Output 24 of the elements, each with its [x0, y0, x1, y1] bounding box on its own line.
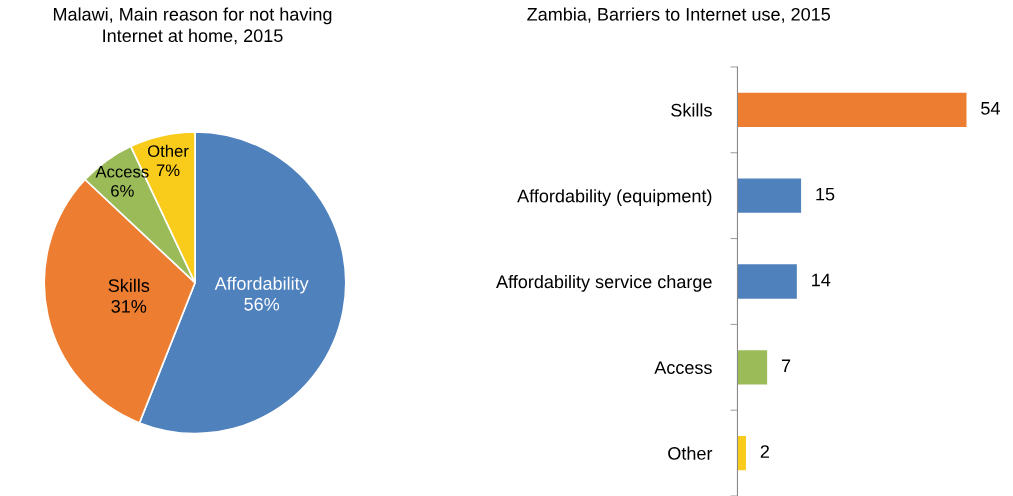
- data-label: 54: [981, 102, 1000, 115]
- y-tick-label: Access: [654, 361, 712, 375]
- bar: [737, 92, 967, 128]
- chart-title: Malawi, Main reason for not having Internet at home, 2015: [53, 7, 332, 45]
- data-label: 14: [812, 273, 831, 287]
- data-label: 15: [816, 187, 835, 201]
- slice-label: Other: [147, 144, 189, 157]
- y-tick-label: Affordability service charge: [496, 274, 712, 292]
- y-tick-label: Skills: [671, 103, 712, 117]
- data-label: 31%: [111, 299, 147, 313]
- bar: [737, 350, 768, 385]
- bar: [737, 435, 746, 471]
- bar: [737, 178, 802, 213]
- data-label: 7: [781, 359, 791, 372]
- slice-label: Affordability: [214, 276, 309, 294]
- data-label: 2: [760, 445, 769, 458]
- data-label: 56%: [244, 297, 280, 311]
- data-label: 6%: [111, 184, 134, 197]
- y-tick-label: Other: [668, 446, 713, 460]
- data-label: 7%: [156, 164, 180, 177]
- y-tick-label: Affordability (equipment): [517, 189, 712, 206]
- bar: [737, 264, 797, 299]
- slice-label: Skills: [108, 278, 150, 292]
- chart-title: Zambia, Barriers to Internet use, 2015: [527, 7, 831, 23]
